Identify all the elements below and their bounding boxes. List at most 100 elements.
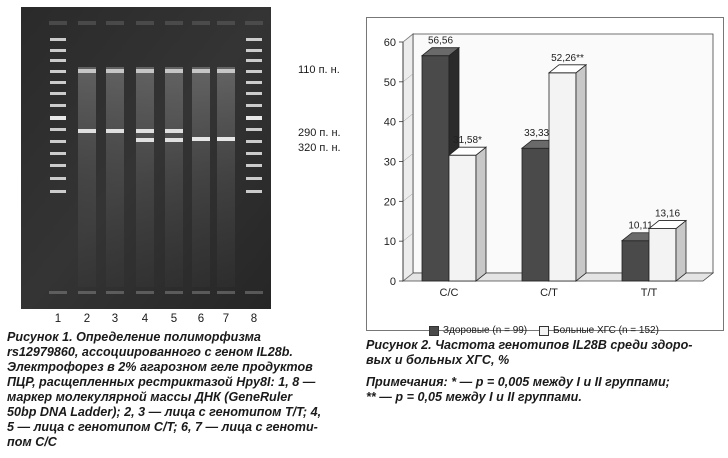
ladder-band [50, 59, 66, 62]
lane-number: 8 [250, 313, 258, 325]
band-label-110: 110 п. н. [298, 64, 340, 76]
caption-line: 5 — лица с генотипом C/T; 6, 7 — лица с … [7, 420, 318, 434]
ladder-band [50, 128, 66, 131]
y-depth-line [402, 153, 414, 162]
sample-band-290 [136, 129, 154, 133]
ladder-band [50, 104, 66, 107]
sample-band-290 [106, 129, 124, 133]
legend-item-healthy: Здоровые (n = 99) [429, 325, 527, 336]
gel-well [192, 21, 210, 25]
gel-bottom-band [245, 291, 263, 294]
caption-line: пом C/C [7, 435, 57, 449]
ladder-band [246, 70, 262, 73]
legend-swatch-dark [429, 325, 439, 336]
category-label: C/C [440, 287, 459, 299]
lane-number: 5 [170, 313, 178, 325]
sample-band-290 [165, 129, 183, 133]
y-tick-label: 60 [384, 37, 396, 49]
ladder-band [246, 177, 262, 180]
ladder-band [246, 152, 262, 155]
sample-band-320 [192, 137, 210, 141]
ladder-band [246, 81, 262, 84]
ladder-band [50, 164, 66, 167]
genotype-bar-chart: 0 10 20 30 40 50 60 56,56 31,58* C/C 33,33** 52,26*… [384, 33, 715, 299]
sample-band-110 [106, 69, 124, 73]
gel-bottom-band [78, 291, 96, 294]
sample-band-320 [217, 137, 235, 141]
ladder-band [50, 49, 66, 52]
gel-well [78, 21, 96, 25]
note-line: Примечания: * — p = 0,005 между I и II г… [366, 375, 670, 389]
bar-side [475, 146, 487, 282]
bar-side [575, 63, 587, 282]
sample-band-320 [136, 138, 154, 142]
gel-bottom-band [217, 291, 235, 294]
ladder-band [50, 190, 66, 193]
bar-top [647, 220, 688, 229]
bar-value-label: 10,11 [628, 221, 653, 232]
sample-band-110 [217, 69, 235, 73]
ladder-band [246, 190, 262, 193]
sample-band-110 [192, 69, 210, 73]
y-tick-label: 30 [384, 157, 396, 169]
ladder-band [246, 164, 262, 167]
gel-bottom-band [106, 291, 124, 294]
bar-top [420, 47, 461, 57]
legend-item-patients: Больные ХГС (n = 152) [539, 325, 659, 336]
gel-well [245, 21, 263, 25]
legend-label: Больные ХГС (n = 152) [553, 325, 659, 336]
bar-value-label: 33,33** [524, 128, 557, 139]
sample-band-110 [136, 69, 154, 73]
band-label-320: 320 п. н. [298, 142, 341, 154]
caption-line: Электрофорез в 2% агарозном геле продукт… [7, 360, 313, 374]
ladder-band [246, 140, 262, 143]
y-tick-label: 40 [384, 117, 396, 129]
ladder-band [246, 128, 262, 131]
gel-well [49, 21, 67, 25]
y-depth-line [402, 193, 414, 202]
sample-band-110 [78, 69, 96, 73]
ladder-band [246, 59, 262, 62]
y-depth-line [402, 33, 414, 43]
y-tick-label: 20 [384, 196, 396, 208]
bar-value-label: 13,16 [655, 209, 680, 220]
bar-front [421, 55, 450, 282]
figure1-caption: Рисунок 1. Определение полиморфизма rs12… [7, 330, 357, 450]
y-depth-line [402, 272, 414, 282]
genotype-chart-frame: 0 10 20 30 40 50 60 56,56 31,58* C/C 33,33** 52,26*… [366, 17, 724, 336]
gel-smear [165, 67, 183, 287]
band-label-290: 290 п. н. [298, 127, 341, 139]
legend-label: Здоровые (n = 99) [443, 325, 528, 336]
y-tick-label: 50 [384, 77, 396, 89]
bar-front [621, 240, 650, 282]
bar-top [547, 64, 588, 74]
bar-front [548, 72, 577, 282]
ladder-band [246, 92, 262, 95]
caption-line: ПЦР, расщепленных рестриктазой Hpy8I: 1,… [7, 375, 316, 389]
caption-line: 50bp DNA Ladder); 2, 3 — лица с генотипо… [7, 405, 322, 419]
gel-bottom-band [192, 291, 210, 294]
bar-front [521, 147, 550, 282]
ladder-band [50, 70, 66, 73]
bar-front [648, 228, 677, 282]
ladder-band [246, 49, 262, 52]
bar-front [448, 154, 477, 282]
gel-well [217, 21, 235, 25]
gel-electrophoresis-image [21, 7, 271, 309]
caption-line: Рисунок 1. Определение полиморфизма [7, 330, 261, 344]
sample-band-110 [165, 69, 183, 73]
gel-well [136, 21, 154, 25]
gel-bottom-band [136, 291, 154, 294]
y-depth-line [402, 232, 414, 242]
caption-line: маркер молекулярной массы ДНК (GeneRuler [7, 390, 293, 404]
lane-number: 3 [111, 313, 119, 325]
gel-smear [217, 67, 235, 287]
lane-number: 1 [54, 313, 62, 325]
y-depth-line [402, 113, 414, 122]
gel-well [165, 21, 183, 25]
caption-line: Рисунок 2. Частота генотипов IL28B среди… [366, 338, 693, 352]
ladder-band [50, 152, 66, 155]
gel-bottom-band [165, 291, 183, 294]
note-line: ** — p = 0,05 между I и II группами. [366, 390, 582, 404]
lane-number: 6 [197, 313, 205, 325]
